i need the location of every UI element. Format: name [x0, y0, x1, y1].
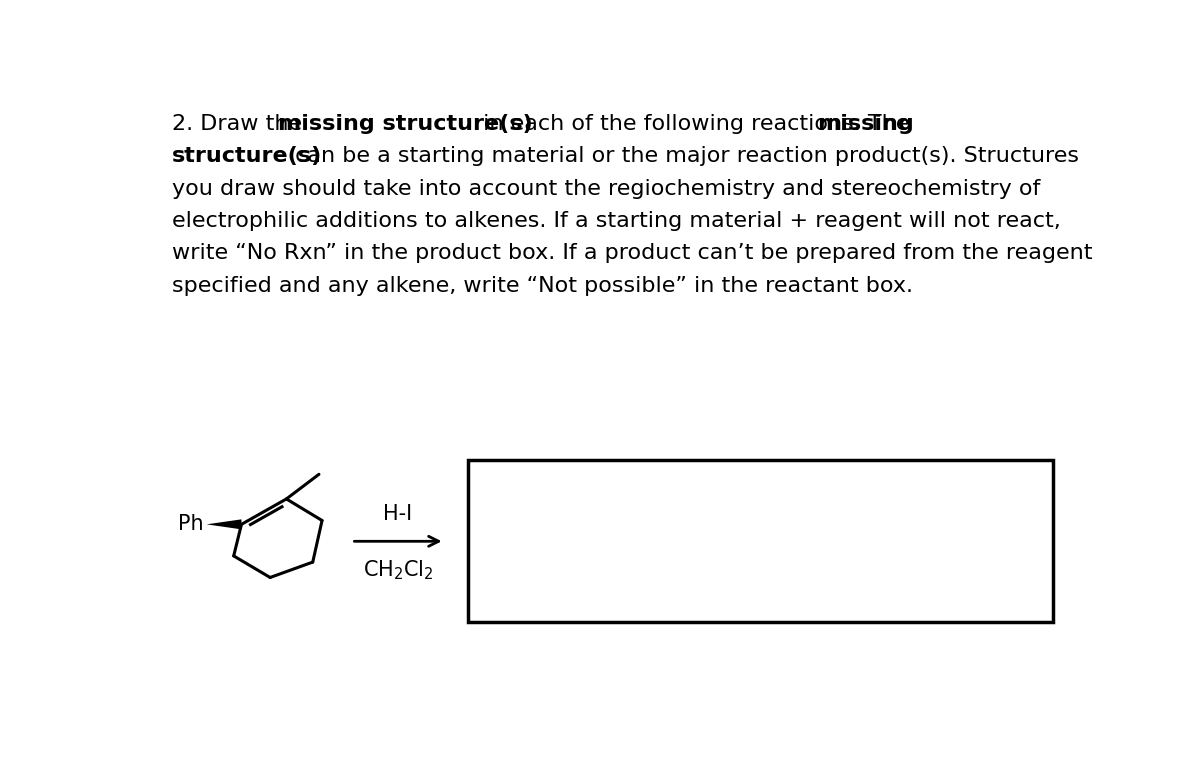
Text: you draw should take into account the regiochemistry and stereochemistry of: you draw should take into account the re…	[172, 179, 1040, 198]
Text: missing: missing	[817, 114, 913, 134]
Text: 2. Draw the: 2. Draw the	[172, 114, 308, 134]
Text: missing structure(s): missing structure(s)	[278, 114, 533, 134]
Polygon shape	[206, 519, 241, 529]
Text: specified and any alkene, write “Not possible” in the reactant box.: specified and any alkene, write “Not pos…	[172, 276, 913, 296]
Text: can be a starting material or the major reaction product(s). Structures: can be a starting material or the major …	[288, 146, 1079, 167]
Text: structure(s): structure(s)	[172, 146, 322, 167]
Text: electrophilic additions to alkenes. If a starting material + reagent will not re: electrophilic additions to alkenes. If a…	[172, 211, 1061, 231]
Text: H-I: H-I	[384, 504, 413, 525]
Text: CH$_2$Cl$_2$: CH$_2$Cl$_2$	[362, 558, 433, 582]
Text: in each of the following reactions. The: in each of the following reactions. The	[475, 114, 916, 134]
Text: Ph: Ph	[178, 514, 204, 534]
Text: write “No Rxn” in the product box. If a product can’t be prepared from the reage: write “No Rxn” in the product box. If a …	[172, 243, 1092, 263]
Bar	[468, 460, 1052, 622]
